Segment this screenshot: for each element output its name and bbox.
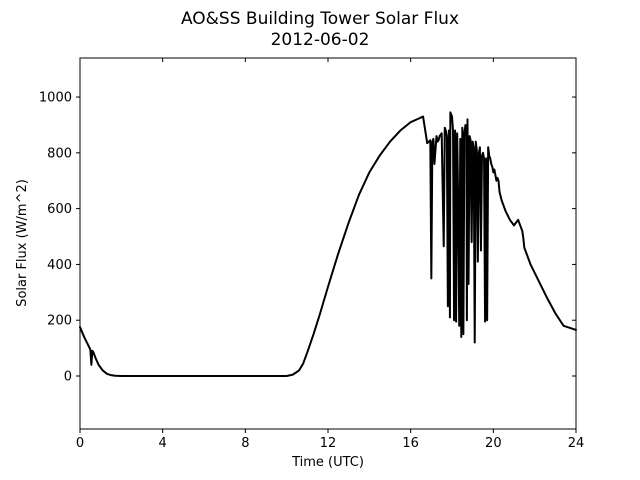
y-axis-label: Solar Flux (W/m^2) bbox=[15, 179, 30, 307]
x-tick-label: 8 bbox=[241, 436, 249, 451]
y-tick-label: 1000 bbox=[39, 91, 72, 106]
x-tick-label: 24 bbox=[568, 436, 585, 451]
x-tick-label: 4 bbox=[159, 436, 167, 451]
y-axis-ticks: 0 200 400 600 800 1000 bbox=[39, 91, 576, 385]
y-tick-label: 400 bbox=[47, 258, 72, 273]
chart-subtitle: 2012-06-02 bbox=[271, 30, 370, 50]
chart-title: AO&SS Building Tower Solar Flux bbox=[181, 9, 459, 29]
x-axis-ticks: 0 4 8 12 16 20 24 bbox=[76, 58, 584, 451]
x-tick-label: 0 bbox=[76, 436, 84, 451]
y-tick-label: 800 bbox=[47, 146, 72, 161]
y-tick-label: 600 bbox=[47, 202, 72, 217]
x-tick-label: 16 bbox=[402, 436, 419, 451]
y-tick-label: 0 bbox=[64, 370, 72, 385]
axes-frame bbox=[79, 57, 577, 430]
x-tick-label: 12 bbox=[320, 436, 337, 451]
y-tick-label: 200 bbox=[47, 314, 72, 329]
solar-flux-line bbox=[79, 111, 577, 377]
plot-area bbox=[79, 57, 577, 430]
x-axis-label: Time (UTC) bbox=[291, 455, 364, 470]
x-tick-label: 20 bbox=[485, 436, 502, 451]
